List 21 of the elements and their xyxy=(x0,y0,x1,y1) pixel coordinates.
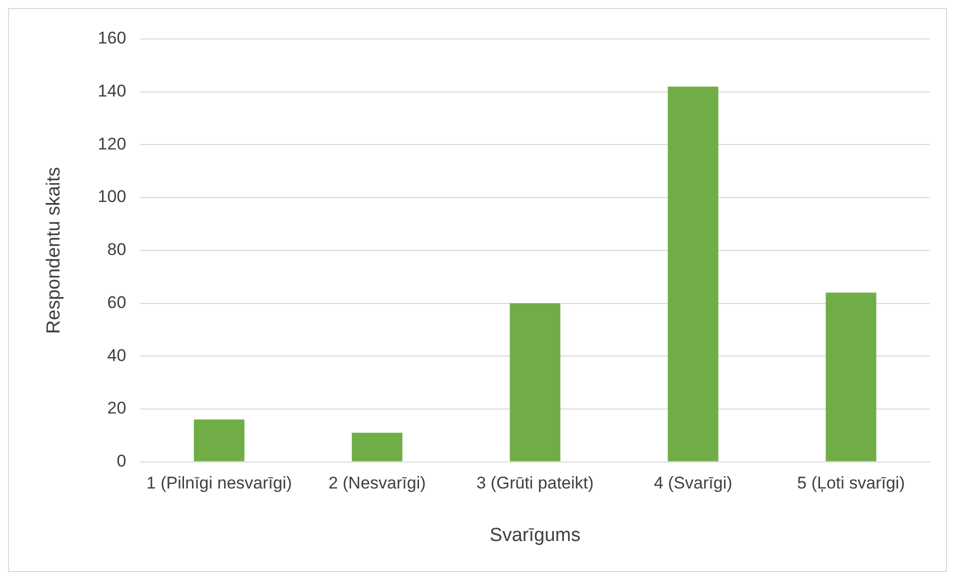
bar xyxy=(510,303,560,462)
x-tick-label: 5 (Ļoti svarīgi) xyxy=(797,474,905,493)
x-axis-title: Svarīgums xyxy=(490,524,580,546)
y-tick-label: 0 xyxy=(116,451,126,470)
y-tick-label: 20 xyxy=(107,398,126,418)
x-tick-label: 3 (Grūti pateikt) xyxy=(476,474,594,493)
bar xyxy=(352,432,402,462)
bar xyxy=(826,292,876,462)
y-tick-label: 160 xyxy=(98,28,126,48)
y-tick-label: 100 xyxy=(98,187,126,206)
y-tick-label: 60 xyxy=(107,292,126,312)
x-tick-label: 4 (Svarīgi) xyxy=(654,474,732,493)
x-tick-label: 2 (Nesvarīgi) xyxy=(328,474,426,493)
y-tick-label: 120 xyxy=(98,134,126,154)
bar xyxy=(194,420,244,462)
y-tick-label: 140 xyxy=(98,82,126,101)
bar xyxy=(668,86,718,462)
y-axis-title: Respondentu skaits xyxy=(44,166,65,334)
y-tick-label: 40 xyxy=(107,346,126,365)
x-tick-label: 1 (Pilnīgi nesvarīgi) xyxy=(146,474,292,493)
y-tick-label: 80 xyxy=(107,240,126,260)
